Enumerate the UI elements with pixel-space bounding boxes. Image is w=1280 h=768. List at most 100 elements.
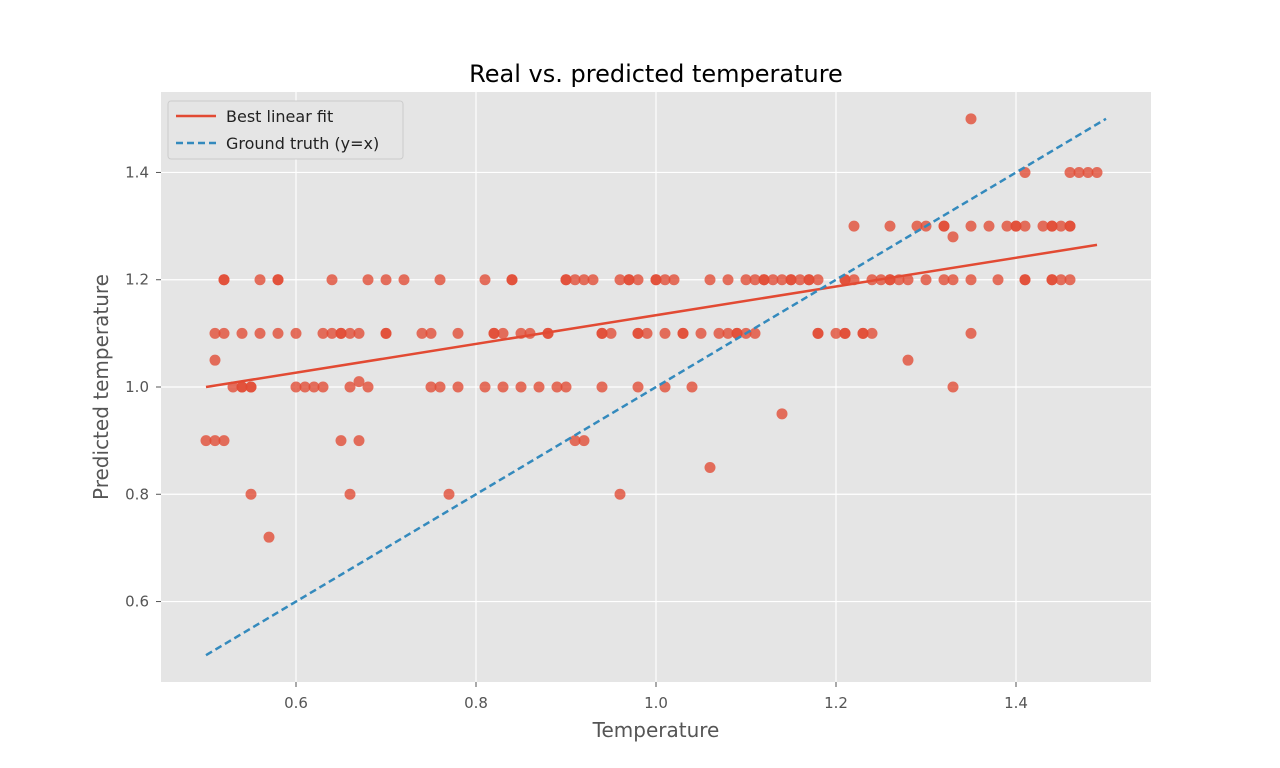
scatter-point (434, 274, 446, 286)
scatter-point (200, 435, 212, 447)
scatter-point (992, 274, 1004, 286)
scatter-point (290, 381, 302, 393)
scatter-point (236, 327, 248, 339)
scatter-point (857, 327, 869, 339)
scatter-point (335, 327, 347, 339)
scatter-point (1019, 220, 1031, 232)
scatter-point (218, 327, 230, 339)
scatter-point (614, 488, 626, 500)
y-tick-label: 1.2 (125, 271, 149, 289)
scatter-point (326, 327, 338, 339)
series-lines (205, 117, 1107, 657)
scatter-point (506, 274, 518, 286)
scatter-point (785, 274, 797, 286)
scatter-point (713, 327, 725, 339)
scatter-point (1046, 274, 1058, 286)
scatter-point (209, 435, 221, 447)
y-tick-label: 0.8 (125, 485, 149, 503)
scatter-point (641, 327, 653, 339)
scatter-point (515, 381, 527, 393)
scatter-point (758, 274, 770, 286)
scatter-point (434, 381, 446, 393)
x-tick-label: 0.6 (284, 694, 308, 712)
scatter-point (362, 274, 374, 286)
scatter-point (776, 274, 788, 286)
scatter-point (623, 274, 635, 286)
scatter-point (668, 274, 680, 286)
scatter-point (704, 274, 716, 286)
scatter-point (1064, 166, 1076, 178)
scatter-point (218, 274, 230, 286)
scatter-point (353, 435, 365, 447)
x-tick-label: 1.4 (1004, 694, 1028, 712)
scatter-point (380, 274, 392, 286)
scatter-point (686, 381, 698, 393)
scatter-point (965, 113, 977, 125)
scatter-point (425, 327, 437, 339)
legend: Best linear fit Ground truth (y=x) (167, 100, 404, 160)
scatter-point (497, 381, 509, 393)
scatter-point (317, 327, 329, 339)
scatter-point (569, 274, 581, 286)
scatter-point (353, 327, 365, 339)
y-tick-label: 1.4 (125, 163, 149, 181)
scatter-point (1001, 220, 1013, 232)
y-axis-ticks: 0.6 0.8 1.0 1.2 1.4 (125, 163, 161, 611)
scatter-point (1019, 274, 1031, 286)
scatter-point (1064, 274, 1076, 286)
x-tick-label: 1.0 (644, 694, 668, 712)
scatter-point (650, 274, 662, 286)
scatter-point (443, 488, 455, 500)
scatter-point (569, 435, 581, 447)
x-tick-label: 0.8 (464, 694, 488, 712)
scatter-point (947, 231, 959, 243)
x-axis-ticks: 0.6 0.8 1.0 1.2 1.4 (284, 682, 1028, 712)
scatter-point (947, 274, 959, 286)
scatter-point (704, 461, 716, 473)
scatter-point (272, 327, 284, 339)
scatter-point (722, 327, 734, 339)
scatter-point (326, 274, 338, 286)
y-tick-label: 1.0 (125, 378, 149, 396)
scatter-point (605, 327, 617, 339)
scatter-point (560, 274, 572, 286)
scatter-point (722, 274, 734, 286)
scatter-point (254, 327, 266, 339)
scatter-point (380, 327, 392, 339)
scatter-point (938, 220, 950, 232)
scatter-point (344, 488, 356, 500)
scatter-point (1064, 220, 1076, 232)
scatter-point (596, 381, 608, 393)
scatter-point (830, 327, 842, 339)
scatter-point (209, 354, 221, 366)
scatter-point (479, 381, 491, 393)
scatter-point (452, 327, 464, 339)
scatter-point (587, 274, 599, 286)
scatter-point (884, 220, 896, 232)
scatter-point (578, 435, 590, 447)
scatter-point (812, 274, 824, 286)
scatter-point (578, 274, 590, 286)
legend-label-truth: Ground truth (y=x) (226, 134, 379, 153)
scatter-point (533, 381, 545, 393)
scatter-point (353, 376, 365, 388)
scatter-point (965, 274, 977, 286)
chart-title: Real vs. predicted temperature (469, 60, 843, 88)
scatter-point (677, 327, 689, 339)
scatter-point (524, 327, 536, 339)
scatter-points (200, 113, 1103, 543)
scatter-point (245, 488, 257, 500)
scatter-point (488, 327, 500, 339)
scatter-point (1055, 274, 1067, 286)
scatter-point (1037, 220, 1049, 232)
scatter-point (632, 381, 644, 393)
scatter-point (479, 274, 491, 286)
scatter-point (254, 274, 266, 286)
scatter-point (695, 327, 707, 339)
scatter-point (920, 274, 932, 286)
scatter-point (632, 327, 644, 339)
scatter-point (1046, 220, 1058, 232)
y-tick-label: 0.6 (125, 593, 149, 611)
scatter-point (263, 531, 275, 543)
